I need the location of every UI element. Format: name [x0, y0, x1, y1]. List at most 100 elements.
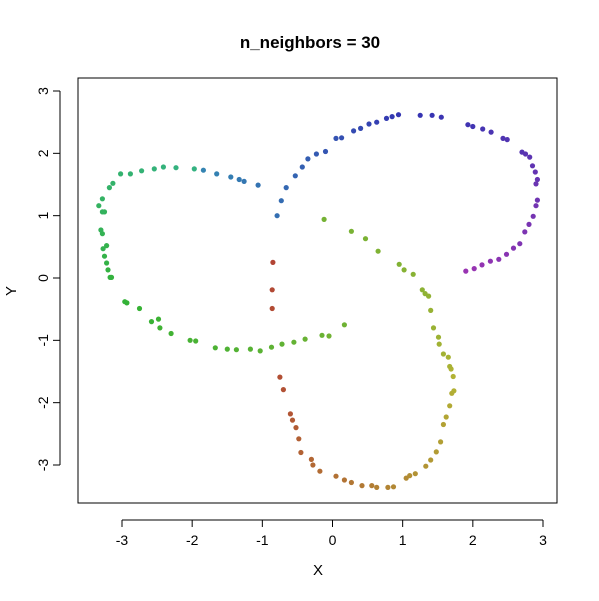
data-point [160, 164, 166, 170]
data-point [496, 256, 502, 262]
data-point [527, 154, 533, 160]
data-point [305, 156, 311, 162]
plot-frame [77, 77, 558, 504]
data-point [479, 262, 485, 268]
data-point [326, 333, 332, 339]
data-point [151, 166, 157, 172]
data-point [200, 167, 206, 173]
data-point [193, 338, 199, 344]
y-tick-label: -1 [35, 334, 51, 347]
data-point [410, 271, 416, 277]
data-point [417, 112, 423, 118]
data-point [533, 203, 539, 209]
data-point [522, 229, 528, 235]
data-point [310, 462, 316, 468]
data-point [341, 477, 347, 483]
data-point [321, 216, 327, 222]
data-point [443, 414, 449, 420]
data-point [228, 174, 234, 180]
y-tick-label: -2 [35, 396, 51, 409]
data-point [270, 259, 276, 265]
data-point [440, 351, 446, 357]
data-point [430, 325, 437, 331]
data-point [257, 348, 263, 354]
data-point [412, 471, 418, 477]
data-point [534, 176, 541, 183]
data-point [362, 236, 369, 242]
data-point [293, 425, 299, 431]
data-point [396, 261, 402, 267]
data-point [299, 164, 305, 170]
data-point [348, 479, 354, 486]
data-point [510, 245, 517, 251]
data-point [277, 374, 283, 380]
data-point [127, 171, 133, 177]
data-point [522, 151, 529, 157]
data-point [401, 267, 407, 273]
x-tick-label: 3 [539, 532, 547, 548]
y-tick-label: 3 [35, 87, 51, 95]
data-point [298, 449, 304, 456]
data-point [465, 122, 471, 128]
data-point [463, 268, 469, 274]
data-point [333, 135, 339, 141]
y-tick-label: 1 [35, 212, 51, 220]
data-point [319, 332, 325, 338]
data-point [99, 196, 105, 202]
x-tick-label: -1 [256, 532, 269, 548]
data-point [107, 274, 113, 280]
data-point [122, 299, 128, 305]
data-point [212, 345, 218, 351]
y-axis-label: Y [3, 286, 20, 296]
data-point [436, 341, 442, 347]
data-point [105, 267, 111, 273]
x-tick-label: 0 [329, 532, 337, 548]
data-point [529, 163, 536, 169]
data-point [279, 341, 285, 347]
data-point [383, 115, 390, 121]
data-point [168, 330, 174, 337]
data-point [438, 439, 444, 445]
y-tick-label: -3 [35, 459, 51, 472]
data-point [98, 227, 104, 233]
x-axis-label: X [313, 562, 323, 579]
x-tick-label: -2 [186, 532, 199, 548]
data-point [447, 403, 453, 409]
data-point [359, 483, 365, 489]
data-point [422, 291, 428, 297]
data-point [389, 114, 395, 120]
data-point [428, 457, 434, 463]
x-tick-label: 1 [399, 532, 407, 548]
data-point [530, 213, 536, 219]
data-point [296, 436, 302, 442]
data-point [488, 129, 494, 135]
x-tick-label: -3 [116, 532, 129, 548]
data-point [450, 373, 456, 380]
data-point [308, 456, 314, 462]
data-point [517, 241, 523, 247]
data-point [500, 135, 506, 141]
data-point [407, 473, 413, 479]
data-point [375, 248, 381, 254]
data-point [224, 346, 230, 352]
data-point [139, 168, 145, 174]
data-point [110, 180, 116, 186]
data-point [280, 387, 286, 393]
data-point [118, 171, 124, 177]
data-point [438, 114, 444, 120]
data-point [233, 347, 239, 353]
data-point [191, 166, 197, 172]
data-point [429, 112, 435, 118]
data-point [148, 319, 155, 325]
data-point [155, 316, 162, 322]
data-point [283, 185, 289, 191]
data-point [470, 123, 476, 130]
data-point [136, 305, 143, 312]
data-point [428, 307, 434, 313]
data-point [322, 148, 329, 155]
data-point [247, 346, 253, 352]
data-point [445, 354, 451, 360]
data-point [173, 165, 179, 171]
data-point [104, 243, 110, 249]
data-point [366, 121, 372, 127]
